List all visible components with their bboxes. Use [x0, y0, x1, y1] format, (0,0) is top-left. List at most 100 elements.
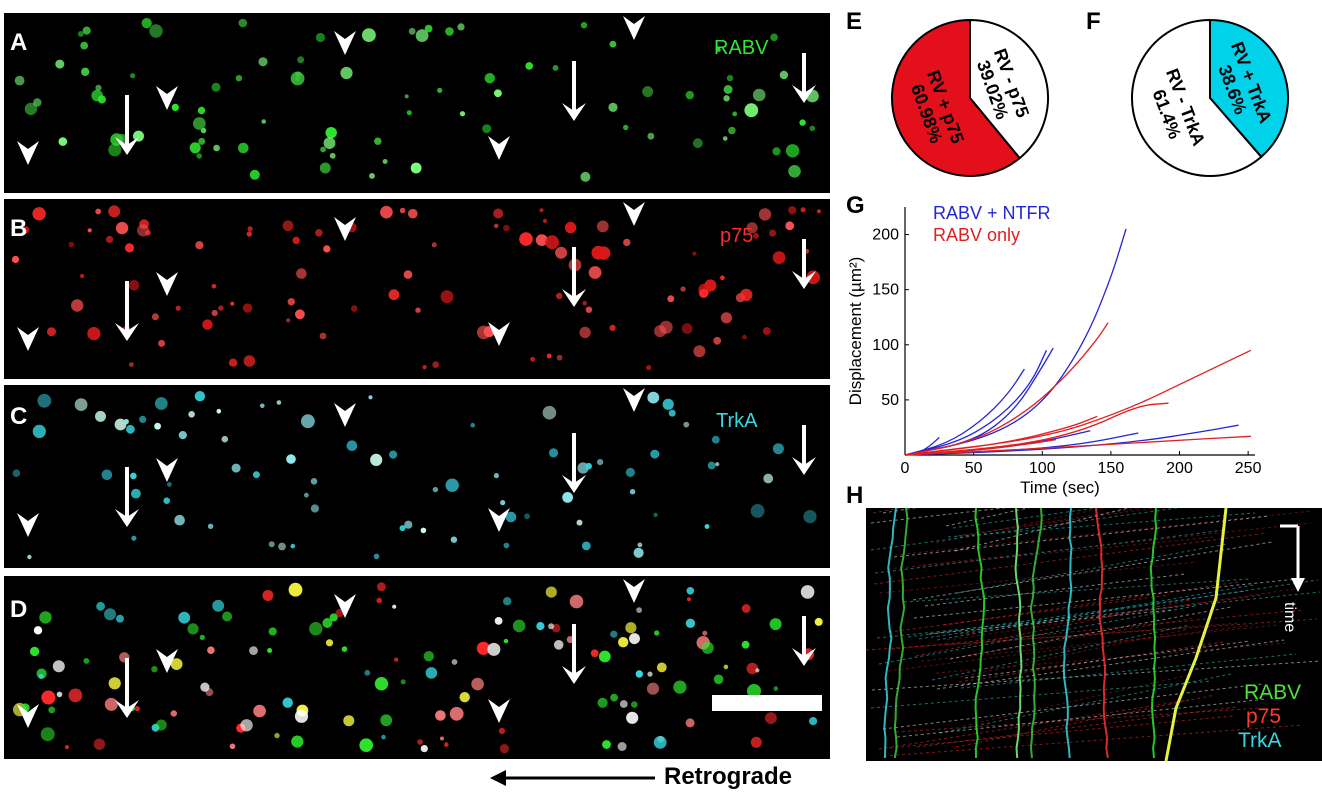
punctum — [310, 478, 318, 485]
punctum — [130, 472, 137, 480]
kymo-moving-trace — [894, 510, 1313, 556]
punctum — [728, 126, 736, 135]
punctum — [33, 98, 42, 107]
arrow-marker-head — [115, 509, 139, 527]
punctum — [106, 235, 114, 243]
punctum — [746, 662, 759, 675]
punctum — [399, 207, 406, 214]
punctum — [95, 84, 102, 91]
arrowhead-marker — [488, 699, 510, 723]
punctum — [750, 504, 765, 518]
punctum — [268, 541, 275, 548]
punctum — [154, 422, 162, 430]
punctum — [282, 220, 294, 232]
channel-label-p75: p75 — [720, 225, 754, 247]
kymo-time-arrow-head — [1291, 578, 1305, 592]
punctum — [732, 111, 738, 117]
series-line-13 — [904, 438, 1057, 456]
punctum — [38, 673, 44, 679]
punctum — [39, 611, 52, 624]
punctum — [788, 206, 797, 215]
punctum — [800, 585, 815, 599]
kymo-moving-trace — [887, 536, 1214, 570]
kymo-stationary-trace — [1149, 508, 1158, 759]
punctum — [647, 671, 653, 677]
punctum — [683, 421, 690, 428]
punctum — [742, 334, 747, 340]
punctum — [680, 286, 686, 292]
punctum — [582, 300, 587, 306]
punctum — [723, 95, 730, 102]
punctum — [247, 226, 253, 232]
punctum — [746, 222, 758, 234]
punctum — [610, 630, 618, 638]
arrowhead-marker — [334, 217, 356, 241]
punctum — [806, 270, 820, 285]
punctum — [374, 137, 382, 145]
punctum — [763, 473, 774, 484]
micrograph-panel-c: C TrkA — [4, 385, 830, 568]
punctum — [268, 627, 277, 636]
kymo-moving-trace — [935, 508, 1106, 544]
punctum — [68, 688, 83, 703]
punctum — [267, 648, 273, 653]
punctum — [482, 124, 492, 134]
punctum — [435, 710, 446, 721]
punctum — [294, 709, 309, 723]
punctum — [685, 718, 695, 728]
kymo-moving-trace — [959, 628, 1190, 678]
punctum — [788, 165, 801, 178]
channel-label-trka: TrkA — [716, 410, 758, 432]
punctum — [753, 232, 759, 239]
punctum — [673, 680, 687, 694]
kymo-moving-trace — [870, 508, 1182, 551]
punctum — [424, 24, 433, 33]
x-tick-label: 50 — [965, 460, 983, 477]
kymo-moving-trace — [945, 508, 1030, 527]
punctum — [151, 313, 159, 321]
retrograde-label: Retrograde — [664, 763, 793, 790]
punctum — [656, 662, 667, 673]
punctum — [459, 692, 470, 703]
punctum — [129, 362, 134, 367]
punctum — [389, 450, 398, 459]
punctum — [451, 659, 458, 665]
punctum — [608, 102, 618, 112]
punctum — [432, 486, 439, 493]
punctum — [772, 443, 784, 455]
legend-entry-0: RABV + NTFR — [933, 203, 1051, 223]
punctum — [319, 332, 327, 340]
punctum — [394, 657, 399, 662]
kymograph-panel: time RABV p75 TrkA — [866, 508, 1322, 761]
punctum — [556, 292, 563, 300]
punctum — [32, 424, 46, 438]
x-tick-label: 0 — [901, 460, 910, 477]
punctum — [213, 144, 220, 152]
punctum — [211, 309, 218, 317]
kymo-moving-trace — [952, 508, 1100, 529]
punctum — [619, 700, 628, 708]
punctum — [423, 651, 434, 662]
punctum — [29, 646, 40, 657]
punctum — [415, 307, 421, 313]
punctum — [814, 617, 823, 626]
punctum — [425, 667, 438, 679]
punctum — [211, 82, 221, 92]
punctum — [494, 89, 502, 98]
kymo-moving-trace — [946, 622, 1241, 646]
punctum — [104, 697, 118, 711]
kymo-moving-trace — [912, 541, 1273, 601]
punctum — [27, 554, 32, 560]
punctum — [374, 677, 389, 691]
punctum — [420, 745, 428, 753]
arrowhead-marker — [156, 86, 178, 110]
punctum — [588, 266, 602, 279]
arrow-marker-head — [562, 103, 586, 121]
kymo-moving-trace — [879, 561, 1198, 594]
punctum — [609, 40, 617, 48]
punctum — [14, 75, 25, 86]
punctum — [249, 646, 258, 655]
kymo-moving-trace — [883, 724, 1304, 757]
arrow-marker-head — [562, 475, 586, 493]
punctum — [536, 622, 545, 631]
